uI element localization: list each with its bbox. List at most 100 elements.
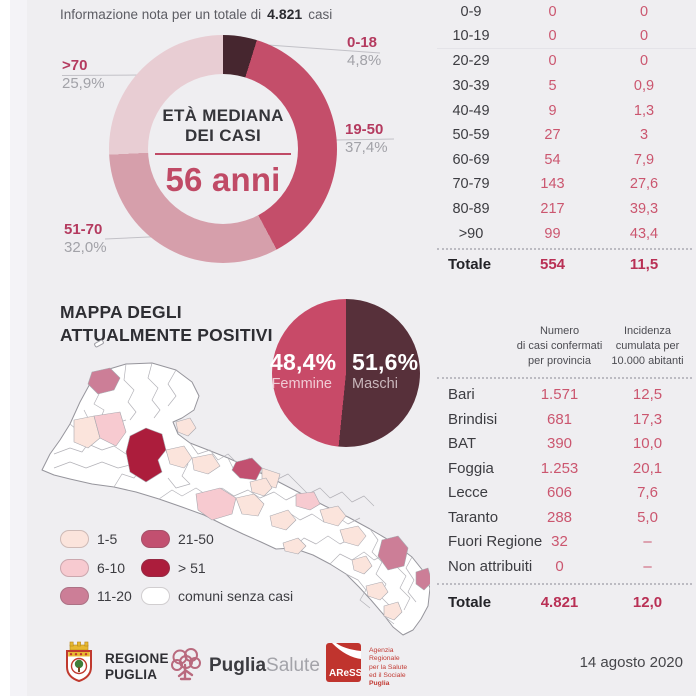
regione-line1: REGIONE bbox=[105, 651, 169, 666]
age-band: >90 bbox=[458, 225, 484, 242]
province-name: Fuori Regione bbox=[448, 533, 543, 551]
legend-item: comuni senza casi bbox=[141, 587, 293, 605]
age-cases: 54 bbox=[544, 151, 561, 168]
age-band: 70-79 bbox=[452, 176, 490, 193]
pie-female-labels: 48,4% Femmine bbox=[270, 349, 337, 392]
aress-logo: AReSS bbox=[326, 643, 361, 682]
legend-item: 21-50 bbox=[141, 530, 293, 548]
province-incidence: 20,1 bbox=[632, 459, 663, 477]
province-table-separator bbox=[437, 376, 692, 379]
province-cases: 606 bbox=[546, 484, 573, 502]
legend-swatch-no-cases bbox=[141, 587, 170, 605]
legend-label: 11-20 bbox=[97, 588, 132, 604]
pie-male-labels: 51,6% Maschi bbox=[352, 349, 418, 392]
total-incidence: 12,0 bbox=[632, 593, 663, 611]
age-table-row: 70-79 143 27,6 bbox=[437, 172, 696, 197]
total-cases: 554 bbox=[539, 256, 566, 274]
puglia-salute-tree-icon bbox=[171, 648, 201, 681]
legend-column-2: 21-50 > 51 comuni senza casi bbox=[141, 530, 293, 616]
donut-center-title-line2: DEI CASI bbox=[184, 126, 262, 146]
age-donut-center: ETÀ MEDIANA DEI CASI 56 anni bbox=[123, 106, 323, 199]
map-title-line1: MAPPA DEGLI bbox=[60, 302, 182, 322]
puglia-salute-light: Salute bbox=[266, 655, 320, 676]
province-cases: 1.253 bbox=[540, 459, 579, 477]
province-incidence: 7,6 bbox=[637, 484, 658, 502]
age-table-row: 20-29 0 0 bbox=[437, 49, 696, 74]
age-incidence: 0 bbox=[639, 53, 649, 70]
province-incidence: – bbox=[643, 533, 652, 551]
female-pct: 48,4% bbox=[270, 349, 337, 375]
age-incidence: 27,6 bbox=[629, 176, 659, 193]
legend-item: > 51 bbox=[141, 558, 293, 577]
province-table-separator bbox=[437, 582, 692, 585]
province-cases: 390 bbox=[546, 435, 573, 453]
province-name: Bari bbox=[448, 386, 475, 404]
age-table-row: 0-9 0 0 bbox=[437, 0, 696, 25]
age-band: 50-59 bbox=[452, 127, 490, 144]
regione-puglia-crest-icon bbox=[66, 641, 92, 683]
age-table-separator bbox=[437, 247, 692, 250]
age-table-row: 60-69 54 7,9 bbox=[437, 148, 696, 173]
page-edge-strip bbox=[0, 0, 10, 696]
legend-item: 1-5 bbox=[60, 530, 132, 548]
age-table: 0-9 0 0 10-19 0 0 20-29 0 0 30-39 5 0,9 40-49 9 1,… bbox=[437, 0, 696, 278]
age-cases: 143 bbox=[540, 176, 565, 193]
puglia-salute-wordmark: PugliaSalute bbox=[209, 655, 320, 677]
province-incidence: 5,0 bbox=[637, 508, 658, 526]
male-label: Maschi bbox=[352, 376, 398, 392]
age-cases: 217 bbox=[540, 201, 565, 218]
donut-label-51-70: 51-70 32,0% bbox=[64, 221, 107, 257]
regione-line2: PUGLIA bbox=[105, 667, 158, 683]
age-table-row: >90 99 43,4 bbox=[437, 221, 696, 246]
segment-pct: 4,8% bbox=[347, 52, 382, 69]
age-band: 30-39 bbox=[452, 78, 490, 95]
puglia-salute-bold: Puglia bbox=[209, 655, 267, 676]
province-name: Non attribuiti bbox=[448, 557, 533, 575]
province-cases: 1.571 bbox=[540, 386, 579, 404]
age-cases: 5 bbox=[548, 78, 557, 95]
segment-pct: 32,0% bbox=[64, 239, 107, 256]
info-note-prefix: Informazione nota per un totale di bbox=[60, 7, 262, 22]
aress-bold-line: Puglia bbox=[369, 680, 390, 688]
aress-line: Regionale bbox=[369, 655, 400, 663]
total-label: Totale bbox=[448, 593, 492, 611]
province-cases: 288 bbox=[546, 508, 573, 526]
province-name: Brindisi bbox=[448, 410, 498, 428]
segment-label: 19-50 bbox=[345, 121, 384, 138]
age-incidence: 43,4 bbox=[629, 225, 659, 242]
donut-center-value: 56 anni bbox=[165, 161, 281, 199]
info-note: Informazione nota per un totale di 4.821 c… bbox=[60, 6, 332, 22]
age-table-row: 40-49 9 1,3 bbox=[437, 98, 696, 123]
age-table-row: 30-39 5 0,9 bbox=[437, 74, 696, 99]
legend-label: comuni senza casi bbox=[178, 588, 294, 604]
segment-pct: 37,4% bbox=[345, 139, 388, 156]
svg-text:AReSS: AReSS bbox=[329, 668, 361, 679]
province-cases: 32 bbox=[551, 533, 568, 551]
province-table-header: Numero di casi confermati per provincia In… bbox=[437, 324, 696, 369]
province-incidence: – bbox=[643, 557, 652, 575]
age-donut-ring bbox=[109, 35, 337, 263]
age-cases: 0 bbox=[548, 4, 557, 21]
province-name: Foggia bbox=[448, 459, 494, 477]
province-row: Non attribuiti 0 – bbox=[437, 554, 696, 579]
gender-pie bbox=[272, 299, 420, 447]
legend-item: 6-10 bbox=[60, 558, 132, 577]
age-cases: 0 bbox=[548, 53, 557, 70]
total-incidence: 11,5 bbox=[629, 256, 659, 274]
province-row: BAT 390 10,0 bbox=[437, 432, 696, 457]
legend-label: > 51 bbox=[178, 559, 206, 576]
age-cases: 0 bbox=[548, 28, 557, 45]
province-name: Taranto bbox=[448, 508, 499, 526]
age-incidence: 7,9 bbox=[633, 151, 655, 168]
age-table-row: 80-89 217 39,3 bbox=[437, 197, 696, 222]
header-cases: Numero di casi confermati per provincia bbox=[516, 325, 603, 367]
report-date: 14 agosto 2020 bbox=[579, 654, 683, 671]
legend-swatch-11-20 bbox=[60, 587, 89, 605]
female-label: Femmine bbox=[271, 376, 332, 392]
legend-swatch-over-51 bbox=[141, 558, 170, 577]
province-row: Foggia 1.253 20,1 bbox=[437, 456, 696, 481]
province-incidence: 12,5 bbox=[632, 386, 663, 404]
total-label: Totale bbox=[448, 256, 492, 274]
legend-label: 1-5 bbox=[97, 531, 118, 547]
donut-label-19-50: 19-50 37,4% bbox=[345, 121, 388, 157]
